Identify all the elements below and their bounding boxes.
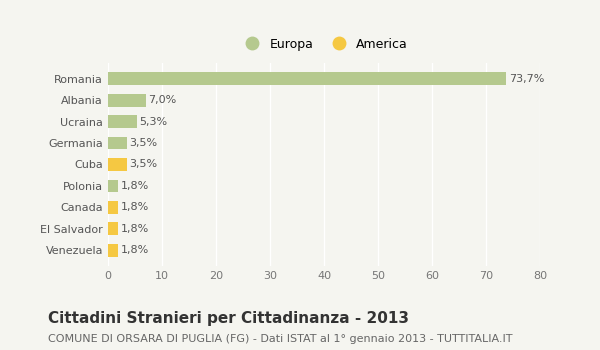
Text: COMUNE DI ORSARA DI PUGLIA (FG) - Dati ISTAT al 1° gennaio 2013 - TUTTITALIA.IT: COMUNE DI ORSARA DI PUGLIA (FG) - Dati I… <box>48 334 512 344</box>
Text: 3,5%: 3,5% <box>130 138 158 148</box>
Text: 1,8%: 1,8% <box>121 181 149 191</box>
Text: 7,0%: 7,0% <box>149 95 177 105</box>
Bar <box>108 72 506 85</box>
Text: 73,7%: 73,7% <box>509 74 544 84</box>
Bar <box>108 223 118 235</box>
Bar <box>108 115 137 128</box>
Bar <box>108 136 127 149</box>
Bar <box>108 180 118 193</box>
Bar <box>108 201 118 214</box>
Text: 3,5%: 3,5% <box>130 160 158 169</box>
Bar <box>108 94 146 106</box>
Legend: Europa, America: Europa, America <box>235 33 413 56</box>
Text: 1,8%: 1,8% <box>121 245 149 256</box>
Bar <box>108 158 127 171</box>
Text: Cittadini Stranieri per Cittadinanza - 2013: Cittadini Stranieri per Cittadinanza - 2… <box>48 312 409 327</box>
Text: 1,8%: 1,8% <box>121 224 149 234</box>
Text: 5,3%: 5,3% <box>139 117 167 127</box>
Bar <box>108 244 118 257</box>
Text: 1,8%: 1,8% <box>121 202 149 212</box>
